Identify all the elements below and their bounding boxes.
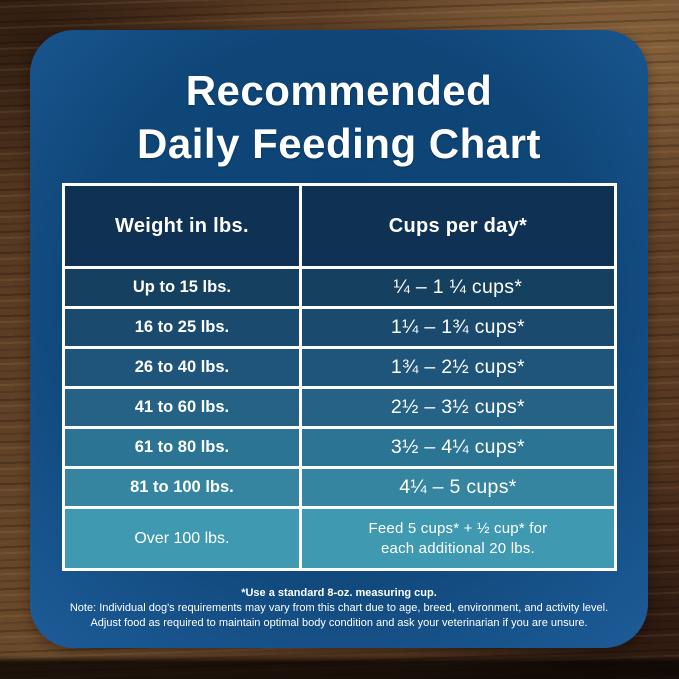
title-line-1: Recommended bbox=[185, 67, 493, 114]
cups-cell: ¼ – 1 ¼ cups* bbox=[298, 269, 614, 306]
cups-cell: 1¼ – 1¾ cups* bbox=[298, 309, 614, 346]
feeding-chart-card: Recommended Daily Feeding Chart Weight i… bbox=[30, 30, 648, 648]
cups-cell: 3½ – 4¼ cups* bbox=[298, 429, 614, 466]
weight-cell: 81 to 100 lbs. bbox=[130, 478, 234, 496]
header-cups: Cups per day* bbox=[298, 186, 614, 266]
note-line-1: Note: Individual dog's requirements may … bbox=[69, 602, 609, 614]
note-line-2: Adjust food as required to maintain opti… bbox=[90, 617, 588, 629]
table-row: 41 to 60 lbs. 2½ – 3½ cups* bbox=[65, 386, 614, 426]
weight-cell: Up to 15 lbs. bbox=[132, 278, 231, 296]
cups-line-2: each additional 20 lbs. bbox=[380, 539, 535, 557]
table-row: 26 to 40 lbs. 1¾ – 2½ cups* bbox=[65, 346, 614, 386]
footer-notes: *Use a standard 8-oz. measuring cup. Not… bbox=[40, 586, 638, 631]
table-row: Up to 15 lbs. ¼ – 1 ¼ cups* bbox=[65, 266, 614, 306]
table-row: 81 to 100 lbs. 4¼ – 5 cups* bbox=[65, 466, 614, 506]
cups-cell: 4¼ – 5 cups* bbox=[298, 469, 614, 506]
weight-cell: 41 to 60 lbs. bbox=[134, 398, 230, 416]
footnote-measuring-cup: *Use a standard 8-oz. measuring cup. bbox=[241, 587, 437, 599]
cups-cell: 1¾ – 2½ cups* bbox=[298, 349, 614, 386]
cups-cell: 2½ – 3½ cups* bbox=[298, 389, 614, 426]
cups-cell: Feed 5 cups* + ½ cup* for each additiona… bbox=[298, 509, 614, 568]
table-row: Over 100 lbs. Feed 5 cups* + ½ cup* for … bbox=[65, 506, 614, 568]
page-title: Recommended Daily Feeding Chart bbox=[30, 64, 648, 170]
header-weight: Weight in lbs. bbox=[115, 214, 249, 237]
table-row: 61 to 80 lbs. 3½ – 4¼ cups* bbox=[65, 426, 614, 466]
table-header-row: Weight in lbs. Cups per day* bbox=[65, 186, 614, 266]
weight-cell: 16 to 25 lbs. bbox=[134, 318, 230, 336]
cups-line-1: Feed 5 cups* + ½ cup* for bbox=[368, 519, 548, 537]
weight-cell: 61 to 80 lbs. bbox=[134, 438, 230, 456]
weight-cell: 26 to 40 lbs. bbox=[134, 358, 230, 376]
table-row: 16 to 25 lbs. 1¼ – 1¾ cups* bbox=[65, 306, 614, 346]
title-line-2: Daily Feeding Chart bbox=[137, 120, 541, 167]
feeding-table: Weight in lbs. Cups per day* Up to 15 lb… bbox=[62, 183, 617, 571]
weight-cell: Over 100 lbs. bbox=[134, 529, 230, 547]
